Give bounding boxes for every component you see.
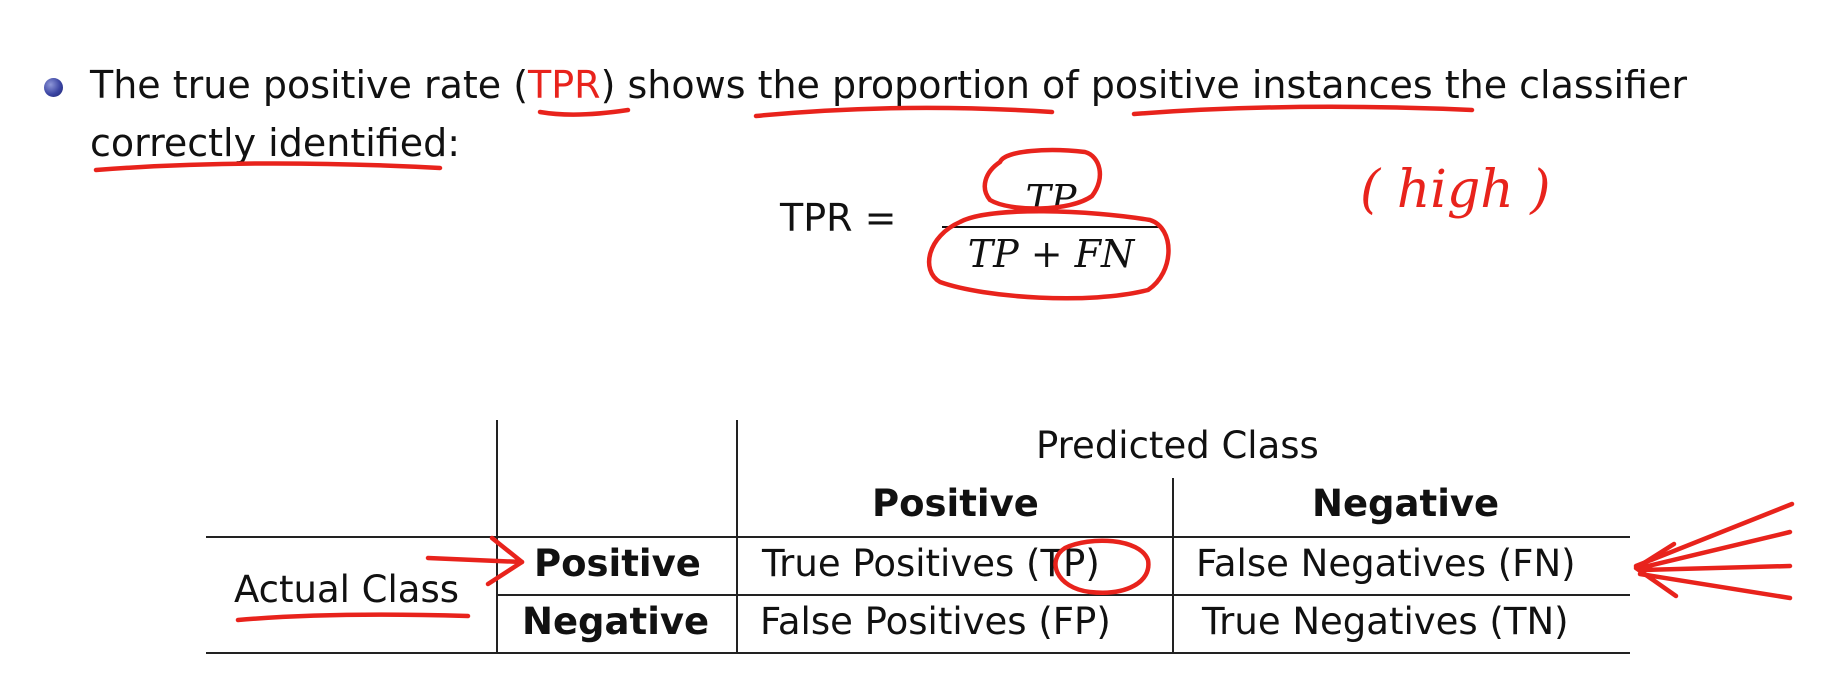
col-header-positive: Positive — [872, 482, 1039, 525]
tpr-highlight: TPR — [528, 63, 601, 107]
fraction-bar — [942, 226, 1160, 228]
bullet-text-1: The true positive rate ( — [90, 63, 529, 107]
table-hline-bottom — [206, 652, 1630, 654]
bullet-icon — [44, 78, 63, 97]
cell-true-positives: True Positives (TP) — [762, 542, 1100, 585]
cell-true-negatives: True Negatives (TN) — [1202, 600, 1569, 643]
underline-proportion — [753, 105, 1055, 119]
underline-tpr — [537, 107, 631, 117]
cell-false-negatives: False Negatives (FN) — [1196, 542, 1576, 585]
formula-fraction: TP TP + FN — [942, 176, 1160, 277]
bullet-text-2: ) shows the proportion of positive insta… — [600, 63, 1687, 107]
underline-actual-class — [235, 612, 471, 623]
bullet-line-2: correctly identified: — [90, 121, 461, 165]
col-header-negative: Negative — [1312, 482, 1500, 525]
arrow-head-fn-cell — [1633, 541, 1679, 599]
row-header-positive: Positive — [534, 542, 701, 585]
arrows-to-fn-cell — [1633, 501, 1795, 601]
cell-false-positives: False Positives (FP) — [760, 600, 1111, 643]
formula-numerator: TP — [1025, 177, 1077, 221]
table-hline-top — [206, 536, 1630, 538]
arrow-head-positive-row — [485, 535, 525, 587]
bullet-line-1: The true positive rate (TPR) shows the p… — [90, 62, 1687, 108]
table-hline-mid — [496, 594, 1630, 596]
formula-lhs: TPR = — [780, 196, 897, 240]
table-vline-3 — [1172, 478, 1174, 652]
arrow-to-positive-row — [425, 555, 525, 565]
formula-denominator: TP + FN — [967, 232, 1135, 276]
handwritten-note: ( high ) — [1360, 160, 1551, 220]
row-header-negative: Negative — [522, 600, 710, 643]
actual-class-label: Actual Class — [234, 568, 460, 611]
predicted-class-header: Predicted Class — [1036, 424, 1319, 467]
